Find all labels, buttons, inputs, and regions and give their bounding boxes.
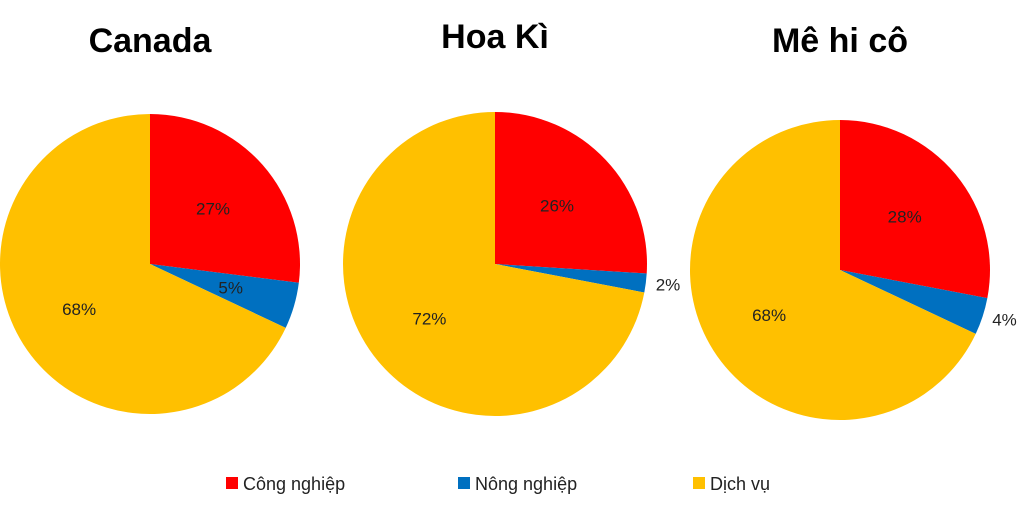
slice-cong-nghiep	[495, 112, 647, 274]
legend: Công nghiệp Nông nghiệp Dịch vụ	[226, 474, 770, 494]
chart-me-hi-co: Mê hi cô 28% 4% 68%	[689, 22, 1017, 420]
legend-label: Công nghiệp	[243, 474, 345, 494]
chart-hoa-ki: Hoa Kì 26% 2% 72%	[343, 18, 680, 416]
slice-nong-nghiep	[150, 264, 299, 328]
chart-canada: Canada 27% 5% 68%	[0, 22, 301, 414]
legend-label: Dịch vụ	[710, 474, 770, 494]
legend-item-cong-nghiep: Công nghiệp	[226, 474, 345, 494]
data-label: 68%	[752, 306, 786, 325]
data-label: 5%	[218, 278, 243, 297]
slice-nong-nghiep	[840, 270, 988, 334]
slice-nong-nghiep	[495, 264, 647, 293]
legend-item-nong-nghiep: Nông nghiệp	[458, 474, 577, 494]
data-label: 2%	[656, 275, 681, 294]
data-label: 28%	[888, 208, 922, 227]
data-label: 4%	[992, 310, 1017, 329]
slice-dich-vu	[0, 114, 286, 414]
pie-labels: 26% 2% 72%	[412, 197, 680, 329]
pie-slices	[343, 112, 647, 416]
slice-cong-nghiep	[840, 120, 990, 299]
pie-slices	[0, 114, 301, 414]
legend-item-dich-vu: Dịch vụ	[693, 474, 770, 494]
chart-title: Hoa Kì	[441, 18, 549, 56]
pie-slices	[689, 120, 990, 420]
pie-labels: 27% 5% 68%	[62, 199, 243, 319]
chart-title: Canada	[89, 22, 213, 60]
pie-labels: 28% 4% 68%	[752, 208, 1017, 330]
data-label: 27%	[196, 199, 230, 218]
legend-swatch	[458, 477, 470, 489]
data-label: 72%	[412, 309, 446, 328]
chart-title: Mê hi cô	[772, 22, 908, 60]
slice-cong-nghiep	[150, 114, 301, 283]
legend-swatch	[693, 477, 705, 489]
data-label: 26%	[540, 197, 574, 216]
slice-dich-vu	[689, 120, 976, 420]
data-label: 68%	[62, 300, 96, 319]
slice-dich-vu	[343, 112, 645, 416]
legend-swatch	[226, 477, 238, 489]
legend-label: Nông nghiệp	[475, 474, 577, 494]
